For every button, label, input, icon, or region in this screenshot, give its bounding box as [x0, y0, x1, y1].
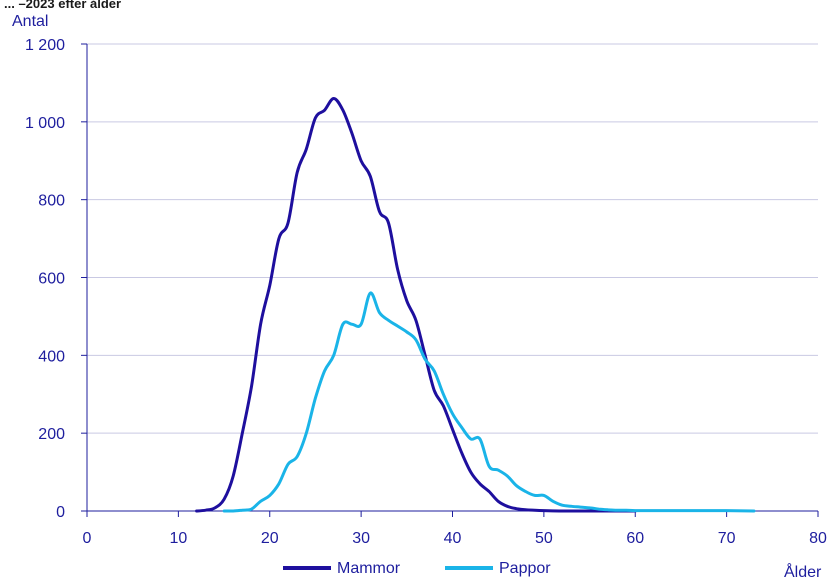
- legend: Mammor Pappor: [283, 560, 551, 577]
- x-tick-label-8: 80: [809, 530, 827, 547]
- x-tick-label-5: 50: [535, 530, 553, 547]
- chart-title: ... –2023 efter ålder: [4, 0, 121, 11]
- gridlines: [87, 43, 818, 434]
- series-line-mammor: [195, 97, 637, 513]
- y-tick-label-2: 400: [38, 348, 65, 365]
- legend-label-pappor: Pappor: [499, 560, 551, 577]
- series-line-pappor: [222, 291, 756, 513]
- y-tick-label-0: 0: [56, 504, 65, 521]
- series-lines: [195, 97, 756, 513]
- y-tick-label-5: 1 000: [25, 115, 65, 132]
- y-tick-label-1: 200: [38, 426, 65, 443]
- legend-label-mammor: Mammor: [337, 560, 401, 577]
- y-axis-label: Antal: [12, 13, 48, 30]
- x-tick-label-6: 60: [626, 530, 644, 547]
- y-tick-label-4: 800: [38, 193, 65, 210]
- x-tick-label-4: 40: [444, 530, 462, 547]
- tick-labels: 0 200 400 600 800 1 000 1 200 0 10 20 30 40 50 60 70 80: [25, 37, 827, 547]
- x-tick-label-3: 30: [352, 530, 370, 547]
- x-tick-label-0: 0: [83, 530, 92, 547]
- y-tick-label-3: 600: [38, 271, 65, 288]
- x-axis-label: Ålder: [784, 562, 822, 581]
- x-tick-label-2: 20: [261, 530, 279, 547]
- y-tick-label-6: 1 200: [25, 37, 65, 54]
- x-tick-label-7: 70: [718, 530, 736, 547]
- x-tick-label-1: 10: [169, 530, 187, 547]
